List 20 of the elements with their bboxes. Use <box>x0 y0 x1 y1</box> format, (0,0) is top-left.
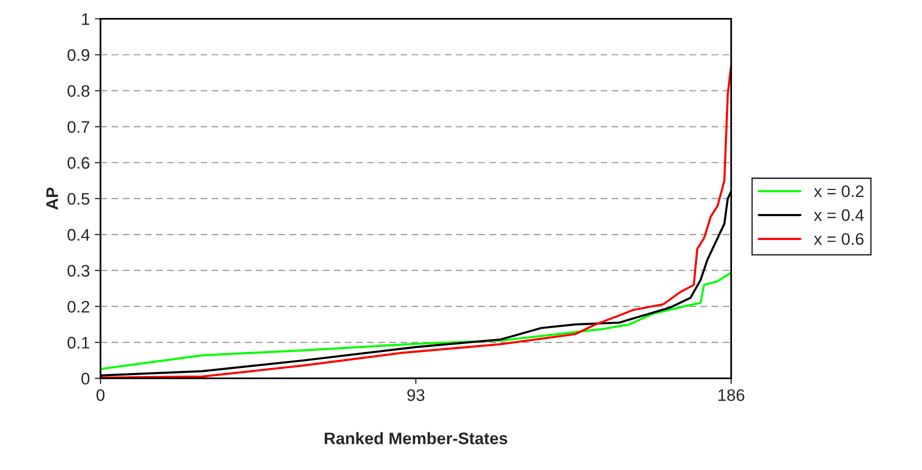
x-axis-title: Ranked Member-States <box>324 432 508 444</box>
x-tick-label: 186 <box>718 389 744 402</box>
y-tick-label: 0.7 <box>68 121 90 133</box>
y-tick-label: 0.2 <box>68 300 90 313</box>
y-tick-label: 0.4 <box>68 228 90 241</box>
legend-label: x = 0.4 <box>814 209 864 222</box>
y-tick-label: 0.9 <box>68 49 90 61</box>
y-tick-label: 0.3 <box>68 264 90 277</box>
y-tick-label: 0.1 <box>68 336 90 349</box>
y-axis-title: AP <box>46 188 58 210</box>
y-tick-label: 0.8 <box>68 85 90 97</box>
line-series <box>100 272 732 370</box>
legend-label: x = 0.2 <box>814 185 864 198</box>
legend-label: x = 0.6 <box>814 233 864 245</box>
y-tick-label: 0.5 <box>68 192 90 205</box>
y-tick-label: 0.6 <box>68 157 90 169</box>
x-tick-label: 0 <box>96 389 104 402</box>
y-tick-label: 1 <box>82 13 90 25</box>
y-tick-label: 0 <box>81 372 90 385</box>
x-tick-label: 93 <box>407 389 424 402</box>
